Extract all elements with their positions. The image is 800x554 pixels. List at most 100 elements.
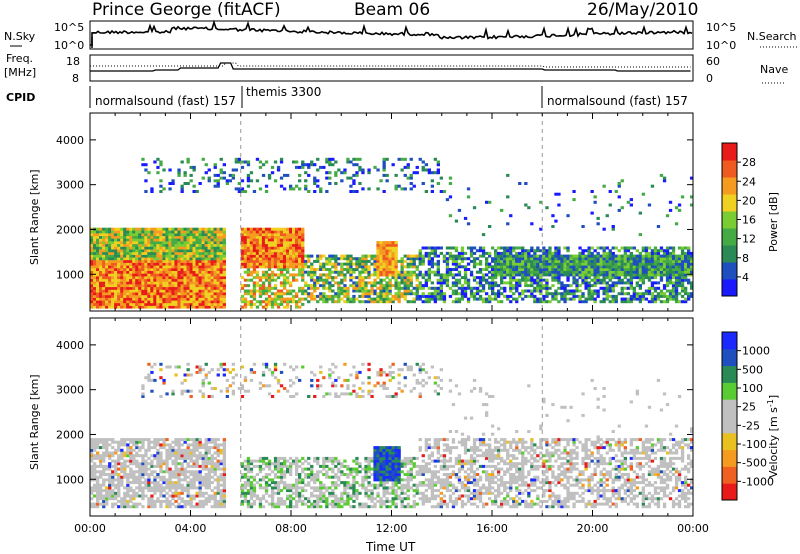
power-cell: [563, 265, 567, 269]
power-cell: [93, 305, 97, 309]
power-cell: [485, 292, 489, 296]
power-cell: [156, 270, 160, 274]
power-cell: [521, 265, 525, 269]
power-cell: [156, 241, 160, 245]
power-cell: [614, 276, 618, 280]
power-cell: [605, 292, 609, 296]
velocity-cell: [168, 451, 172, 455]
power-cell: [105, 254, 109, 258]
power-cell: [491, 257, 495, 261]
power-cell: [189, 243, 193, 247]
power-cell: [183, 227, 187, 231]
velocity-cell: [204, 467, 208, 471]
power-cell: [222, 257, 226, 261]
velocity-cell: [162, 489, 166, 493]
power-cell: [650, 300, 655, 304]
power-cell: [536, 270, 540, 274]
power-cell: [430, 179, 434, 183]
power-cell: [433, 286, 437, 290]
power-cell: [632, 262, 636, 266]
power-cell: [488, 286, 492, 290]
power-cell: [617, 259, 621, 263]
power-cell: [135, 235, 139, 239]
power-cell: [144, 265, 148, 269]
power-cell: [102, 292, 106, 296]
power-cell: [322, 281, 326, 285]
velocity-cell: [114, 486, 118, 490]
power-cell: [192, 268, 196, 271]
power-cell: [243, 278, 248, 282]
velocity-cell: [135, 491, 139, 495]
power-cell: [611, 227, 615, 231]
power-cell: [168, 268, 172, 271]
power-cell: [207, 300, 211, 304]
power-cell: [93, 276, 97, 280]
power-cell: [400, 257, 404, 261]
power-cell: [141, 254, 145, 258]
power-cell: [620, 281, 624, 285]
velocity-cell: [177, 451, 181, 455]
power-cell: [90, 302, 94, 306]
power-cell: [524, 254, 528, 258]
power-cell: [219, 292, 223, 296]
power-cell: [364, 254, 368, 258]
velocity-cell: [108, 481, 112, 485]
power-cell: [677, 278, 682, 282]
power-cell: [286, 251, 290, 255]
power-cell: [295, 259, 299, 263]
power-cell: [394, 278, 398, 282]
power-cell: [295, 257, 299, 261]
power-cell: [406, 163, 410, 167]
power-cell: [177, 171, 181, 175]
power-cell: [270, 251, 275, 255]
power-cell: [267, 235, 272, 239]
power-cell: [186, 227, 190, 231]
velocity-cell: [198, 505, 202, 509]
power-cell: [623, 262, 627, 266]
power-cell: [617, 273, 621, 277]
power-cell: [497, 300, 501, 304]
power-cell: [409, 257, 413, 261]
velocity-cell: [156, 443, 160, 447]
power-cell: [240, 243, 245, 247]
power-cell: [346, 262, 350, 266]
velocity-cell: [90, 448, 94, 452]
power-cell: [292, 243, 296, 247]
power-cell: [249, 241, 254, 245]
velocity-cell: [90, 502, 94, 506]
power-cell: [671, 257, 676, 261]
power-cell: [551, 225, 555, 228]
power-cell: [518, 284, 522, 288]
power-cell: [382, 270, 386, 274]
velocity-cell: [105, 497, 109, 501]
power-cell: [445, 251, 450, 255]
power-cell: [295, 184, 299, 188]
power-cell: [481, 268, 486, 271]
velocity-cell: [117, 448, 121, 452]
power-cell: [111, 251, 115, 255]
power-cell: [430, 292, 434, 296]
power-cell: [439, 281, 443, 285]
nave-right-tick-bottom: 0: [706, 72, 713, 85]
power-cell: [192, 294, 196, 298]
power-cell: [656, 259, 661, 263]
power-cell: [485, 300, 489, 304]
power-cell: [177, 265, 181, 269]
power-cell: [596, 273, 600, 277]
velocity-cell: [135, 446, 139, 450]
power-cell: [258, 241, 263, 245]
power-cell: [430, 190, 434, 193]
power-cell: [174, 257, 178, 261]
power-cell: [307, 257, 311, 261]
power-cell: [252, 241, 257, 245]
power-cell: [599, 268, 603, 271]
power-cell: [584, 297, 588, 301]
power-cell: [156, 300, 160, 304]
power-cell: [665, 297, 670, 301]
power-cell: [623, 268, 627, 271]
power-cell: [135, 297, 139, 301]
power-cell: [352, 182, 356, 185]
power-cell: [436, 262, 440, 266]
power-cell: [578, 259, 582, 263]
power-cell: [524, 294, 528, 298]
